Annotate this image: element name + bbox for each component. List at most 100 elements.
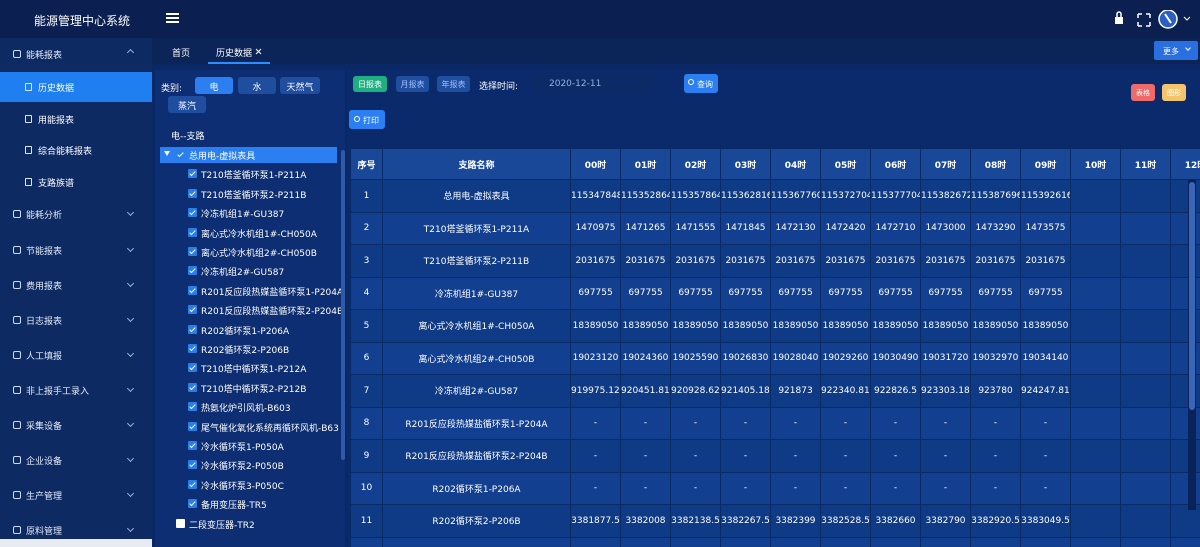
menu-item[interactable]: 采集设备	[26, 422, 63, 432]
category-button[interactable]: 蒸汽	[168, 96, 206, 113]
tree-node[interactable]: 尾气催化氧化系统再循环风机-B63	[201, 423, 339, 434]
tree-checkbox[interactable]	[188, 363, 197, 373]
table-cell	[1070, 374, 1121, 408]
tree-node[interactable]: 冷冻机组2#-GU587	[201, 268, 285, 279]
menu-item[interactable]: 费用报表	[26, 282, 63, 292]
category-button[interactable]: 电	[195, 77, 233, 94]
tree-checkbox[interactable]	[188, 324, 197, 334]
tree-node[interactable]: 冷冻机组1#-GU387	[201, 210, 285, 221]
table-row: 2 T210塔釜循环泵1-P211A 1470975 1471265 1471555 14…	[350, 211, 1200, 245]
tree-node[interactable]: R201反应段热媒盐循环泵2-P204B	[201, 307, 344, 318]
tree-expand[interactable]	[164, 151, 170, 156]
report-type-button[interactable]: 日报表	[353, 76, 387, 92]
tree-node[interactable]: R202循环泵1-P206A	[201, 326, 290, 337]
tree-node[interactable]: T210塔釜循环泵2-P211B	[201, 190, 307, 201]
tree-checkbox[interactable]	[188, 441, 197, 450]
menu-item[interactable]: 日志报表	[26, 317, 63, 327]
report-type-button[interactable]: 月报表	[396, 76, 429, 92]
submenu-item[interactable]: 支路族谱	[38, 179, 75, 189]
tree-checkbox[interactable]	[188, 266, 197, 276]
tree-checkbox[interactable]	[188, 479, 197, 489]
tree-checkbox[interactable]	[188, 344, 197, 353]
menu-toggle[interactable]	[166, 12, 180, 24]
menu-item[interactable]: 非上报手工录入	[26, 387, 90, 397]
date-input[interactable]: 2020-12-11	[533, 74, 653, 93]
tree-checkbox[interactable]	[188, 305, 197, 315]
tree-node[interactable]: 冷水循环泵1-P050A	[201, 443, 284, 453]
tab-close[interactable]	[255, 47, 262, 55]
menu-item[interactable]: 企业设备	[26, 457, 63, 467]
table-cell: -	[1020, 439, 1071, 473]
tree-checkbox[interactable]	[188, 227, 197, 237]
tree-node[interactable]: R202循环泵2-P206B	[201, 346, 290, 356]
column-header: 05时	[820, 148, 871, 180]
tab[interactable]: 历史数据	[216, 49, 253, 59]
view-button[interactable]: 表格	[1131, 84, 1155, 101]
more-button[interactable]: 更多	[1154, 41, 1198, 60]
menu-chevron	[126, 279, 135, 288]
table-cell: R201反应段热媒盐循环泵1-P204A	[382, 406, 571, 440]
tree-node[interactable]: T210塔中循环泵1-P212A	[201, 365, 307, 376]
submenu-item[interactable]: 综合能耗报表	[38, 147, 93, 157]
submenu-item[interactable]: 历史数据	[38, 84, 75, 94]
tree-checkbox[interactable]	[188, 208, 197, 218]
tree-checkbox[interactable]	[176, 518, 185, 528]
menu-item[interactable]: 原料管理	[26, 527, 63, 537]
submenu-icon	[25, 178, 32, 186]
menu-chevron	[126, 419, 135, 428]
tree-node[interactable]: 离心式冷水机组1#-CH050A	[201, 229, 317, 240]
tree-node[interactable]: 热氨化炉引风机-B603	[201, 404, 291, 415]
tree-checkbox[interactable]	[188, 285, 197, 295]
tab[interactable]: 首页	[172, 49, 191, 59]
submenu-item[interactable]: 用能报表	[38, 116, 75, 126]
tree-node[interactable]: T210塔釜循环泵1-P211A	[201, 171, 307, 182]
report-type-button[interactable]: 年报表	[437, 76, 470, 92]
print-button[interactable]: 打印	[349, 110, 385, 129]
tree-node[interactable]: R201反应段热媒盐循环泵1-P204A	[201, 287, 344, 298]
tree-checkbox[interactable]	[188, 188, 197, 198]
tree-checkbox[interactable]	[188, 247, 197, 256]
view-button[interactable]: 图形	[1162, 84, 1186, 101]
table-cell	[1070, 471, 1121, 505]
menu-item[interactable]: 能耗报表	[26, 51, 63, 61]
tree-node[interactable]: 二段变压器-TR2	[189, 520, 255, 531]
menu-icon	[13, 456, 21, 464]
menu-item[interactable]: 生产管理	[26, 492, 63, 502]
tree-node[interactable]: 离心式冷水机组2#-CH050B	[201, 249, 317, 259]
header-icons[interactable]	[1112, 10, 1200, 30]
menu-icon	[13, 246, 21, 254]
table-cell: 9	[350, 439, 383, 473]
tree-node[interactable]: 总用电-虚拟表具	[189, 152, 256, 162]
table-cell: 2031675	[720, 244, 771, 278]
table-cell: 离心式冷水机组2#-CH050B	[382, 341, 571, 375]
tree-scrollbar	[341, 150, 345, 460]
tree-checkbox[interactable]	[188, 499, 197, 509]
tree-node[interactable]: T210塔中循环泵2-P212B	[201, 384, 307, 395]
tree-node[interactable]: 备用变压器-TR5	[201, 501, 267, 512]
category-button[interactable]: 水	[238, 77, 276, 94]
menu-item[interactable]: 节能报表	[26, 247, 63, 257]
tree-checkbox[interactable]	[188, 382, 197, 392]
menu-item[interactable]: 能耗分析	[26, 211, 63, 221]
tree-checkbox[interactable]	[188, 402, 197, 412]
tree-node[interactable]: 冷水循环泵2-P050B	[201, 462, 284, 473]
table-cell: -	[1020, 471, 1071, 505]
table-cell: -	[720, 406, 771, 440]
table-cell	[1070, 536, 1121, 547]
tree-checkbox[interactable]	[188, 169, 197, 179]
menu-item[interactable]: 人工填报	[26, 352, 63, 362]
category-button[interactable]: 天然气	[280, 77, 320, 94]
table-cell	[1070, 439, 1121, 473]
table-scroll-thumb[interactable]	[1189, 182, 1195, 410]
table-cell: 3382399	[770, 504, 821, 538]
table-cell: -	[870, 439, 921, 473]
table-cell: 3087607.5	[570, 536, 621, 547]
tree-checkbox[interactable]	[188, 421, 197, 431]
table-cell: -	[570, 439, 621, 473]
table-cell: 18389050	[620, 309, 671, 343]
tree-checkbox[interactable]	[176, 150, 185, 159]
query-button[interactable]: 查询	[684, 74, 718, 93]
table-cell	[1120, 244, 1171, 278]
tree-node[interactable]: 冷水循环泵3-P050C	[201, 481, 284, 492]
tree-checkbox[interactable]	[188, 460, 197, 470]
